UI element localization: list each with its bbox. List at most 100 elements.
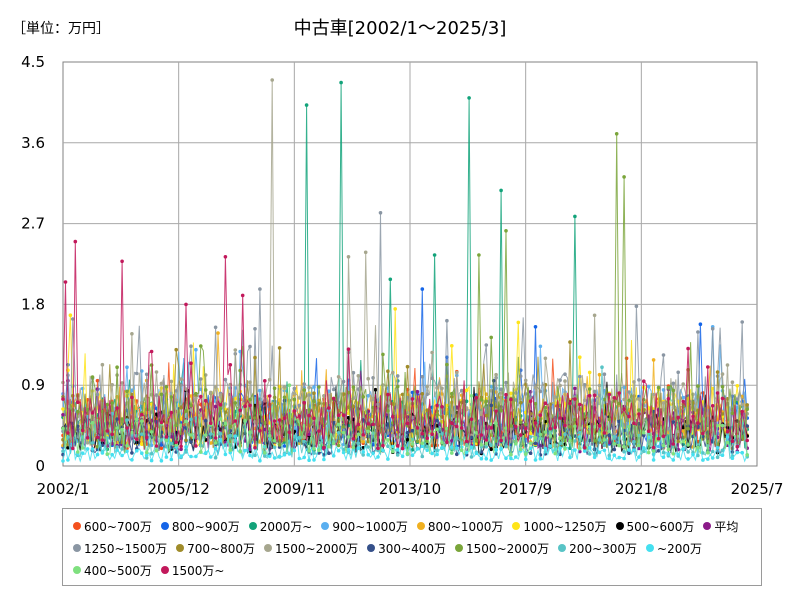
data-point: [292, 391, 297, 396]
data-point: [371, 451, 375, 456]
data-point: [386, 422, 390, 426]
data-point: [504, 380, 508, 385]
data-point: [90, 411, 95, 415]
data-point: [312, 399, 316, 404]
legend-marker-icon: [367, 544, 376, 552]
legend-marker-icon: [73, 522, 81, 530]
legend-item: 1000~1250万: [512, 515, 607, 537]
data-point: [179, 377, 183, 381]
data-point: [76, 450, 80, 454]
data-point: [184, 409, 188, 413]
data-point: [95, 392, 100, 397]
data-point: [213, 436, 218, 440]
data-point: [169, 441, 174, 446]
data-point: [415, 426, 420, 430]
data-point: [213, 385, 218, 389]
data-point: [494, 447, 498, 452]
data-point: [600, 365, 604, 370]
data-point: [73, 239, 78, 244]
legend-item: 700~800万: [176, 537, 255, 559]
data-point: [568, 424, 572, 429]
data-point: [208, 455, 213, 459]
data-point: [469, 435, 474, 440]
data-point: [120, 417, 124, 421]
series-line: [62, 133, 748, 448]
data-point: [287, 430, 292, 435]
data-point: [686, 443, 690, 447]
data-point: [666, 397, 671, 401]
data-point: [263, 451, 267, 455]
data-point: [671, 381, 676, 386]
data-point: [356, 422, 361, 427]
data-point: [516, 320, 521, 325]
data-point: [435, 452, 439, 457]
data-point: [528, 451, 533, 456]
data-point: [425, 444, 430, 449]
data-point: [617, 443, 621, 448]
data-point: [125, 443, 129, 448]
legend-marker-icon: [73, 566, 81, 574]
data-point: [336, 375, 341, 379]
data-point: [110, 452, 114, 457]
data-point: [223, 421, 228, 426]
data-point: [543, 401, 548, 406]
data-point: [61, 426, 65, 431]
data-point: [661, 450, 666, 455]
data-point: [238, 408, 242, 413]
data-point: [464, 450, 469, 455]
data-point: [602, 438, 607, 442]
data-point: [681, 439, 685, 444]
data-point: [277, 418, 282, 422]
legend-marker-icon: [160, 522, 169, 530]
data-point: [582, 414, 587, 419]
data-point: [213, 455, 218, 460]
data-point: [199, 377, 203, 381]
data-point: [632, 380, 636, 384]
data-point: [509, 452, 513, 457]
data-point: [469, 394, 474, 398]
data-point: [228, 450, 233, 455]
data-point: [366, 376, 371, 381]
x-tick-label: 2013/10: [379, 480, 441, 498]
legend-label: 1500~2000万: [466, 541, 550, 556]
data-point: [386, 444, 390, 449]
data-point: [671, 452, 676, 456]
data-point: [543, 356, 548, 361]
data-point: [464, 388, 469, 393]
data-point: [455, 446, 459, 451]
legend-item: 400~500万: [73, 559, 152, 581]
data-point: [351, 437, 356, 441]
data-point: [666, 452, 671, 457]
data-point: [336, 431, 341, 435]
legend-marker-icon: [248, 522, 257, 530]
data-point: [189, 408, 193, 412]
data-point: [681, 447, 685, 451]
data-point: [76, 400, 80, 405]
data-point: [159, 438, 164, 442]
data-point: [194, 347, 198, 352]
data-point: [120, 453, 124, 458]
data-point: [140, 419, 144, 423]
data-point: [270, 78, 275, 82]
data-point: [322, 457, 326, 462]
data-point: [356, 441, 361, 446]
data-point: [297, 435, 302, 440]
legend-item: ~200万: [646, 537, 702, 559]
data-point: [199, 344, 203, 348]
data-point: [341, 392, 346, 397]
data-point: [725, 440, 730, 445]
data-point: [327, 451, 331, 456]
data-point: [346, 415, 351, 420]
data-point: [533, 385, 538, 390]
data-point: [297, 396, 302, 400]
data-point: [159, 443, 164, 447]
legend-item: 1250~1500万: [73, 537, 167, 559]
data-point: [622, 175, 626, 179]
data-point: [435, 448, 439, 453]
data-point: [651, 445, 656, 450]
data-point: [154, 444, 159, 448]
data-point: [336, 413, 341, 418]
data-point: [240, 293, 245, 298]
data-point: [725, 430, 730, 434]
data-point: [395, 374, 400, 378]
